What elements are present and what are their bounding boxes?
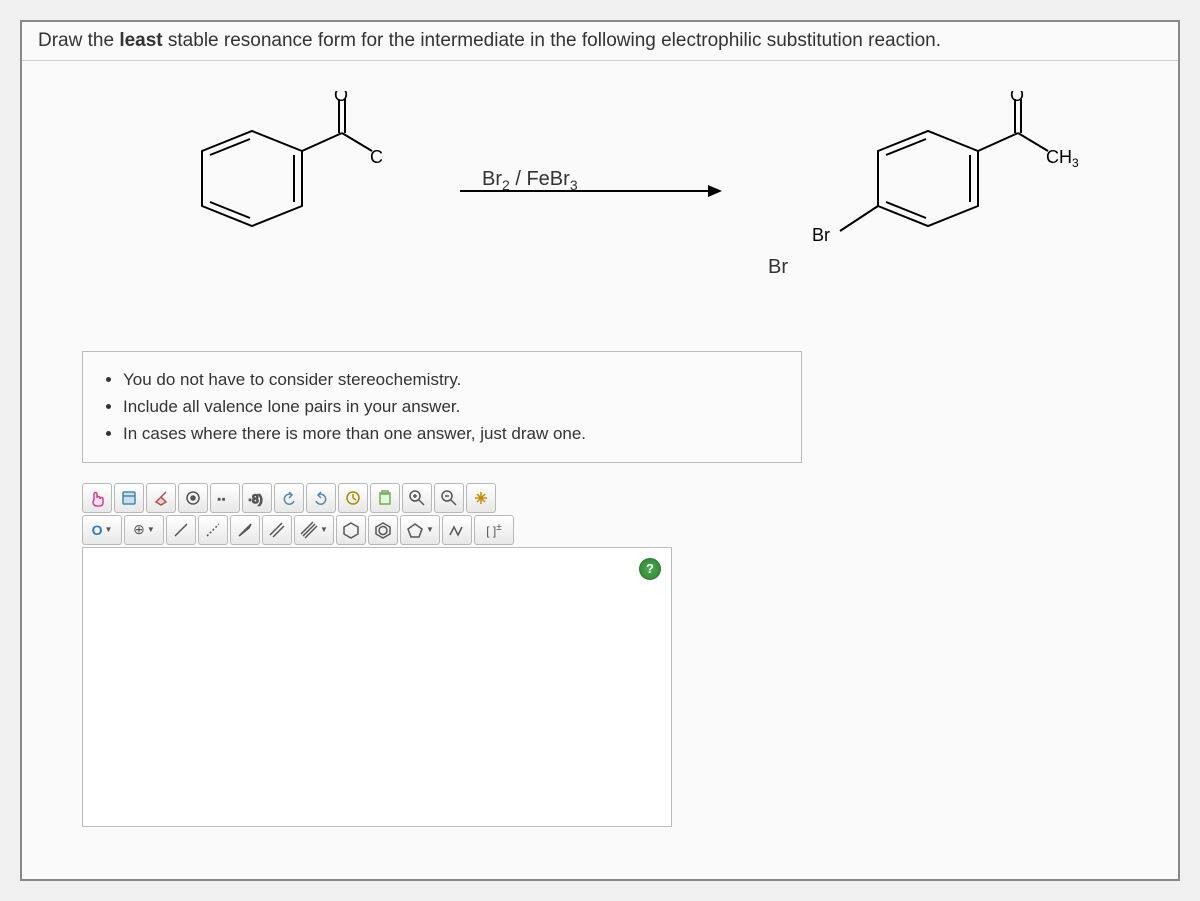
bracket-charge-icon[interactable]: [ ]± [474, 515, 514, 545]
svg-text:··: ·· [217, 491, 226, 506]
auto-icon[interactable] [466, 483, 496, 513]
radical-icon[interactable]: ·8) [242, 483, 272, 513]
charge-picker[interactable]: ⊕▼ [124, 515, 164, 545]
paste-icon[interactable] [370, 483, 400, 513]
ring-icon[interactable] [178, 483, 208, 513]
acetophenone-structure: O CH3 [142, 91, 382, 291]
prompt-pre: Draw the [38, 30, 119, 51]
toolbar-row-1: ·· ·8) [82, 483, 672, 513]
svg-text:·8): ·8) [248, 492, 263, 506]
prompt-bold: least [119, 30, 162, 51]
prompt-text: Draw the least stable resonance form for… [22, 22, 1178, 61]
svg-text:CH3: CH3 [1046, 147, 1079, 170]
bromoacetophenone-structure: O CH3 Br [798, 91, 1098, 291]
help-button[interactable]: ? [639, 558, 661, 580]
svg-text:CH3: CH3 [370, 147, 382, 170]
instruction-item: In cases where there is more than one an… [123, 420, 783, 447]
hand-icon[interactable] [82, 483, 112, 513]
reaction-arrow-block: Br2 / FeBr3 [422, 190, 758, 192]
starting-material: O CH3 [142, 91, 382, 291]
reaction-scheme: O CH3 Br2 / FeBr3 Br [22, 61, 1178, 331]
product-molecule: Br O CH3 [798, 91, 1098, 291]
dashed-bond-icon[interactable] [198, 515, 228, 545]
drawing-canvas[interactable]: ? [82, 547, 672, 827]
svg-text:O: O [334, 91, 348, 105]
benzene-icon[interactable] [368, 515, 398, 545]
instructions-list: You do not have to consider stereochemis… [101, 366, 783, 448]
single-bond-icon[interactable] [166, 515, 196, 545]
question-panel: Draw the least stable resonance form for… [20, 20, 1180, 881]
ring-picker[interactable]: ▼ [400, 515, 440, 545]
svg-text:Br: Br [812, 225, 830, 245]
cyclohexane-icon[interactable] [336, 515, 366, 545]
lonepair-icon[interactable]: ·· [210, 483, 240, 513]
double-bond-icon[interactable] [262, 515, 292, 545]
instruction-item: You do not have to consider stereochemis… [123, 366, 783, 393]
eraser-icon[interactable] [146, 483, 176, 513]
svg-text:O: O [1010, 91, 1024, 105]
zoom-in-icon[interactable] [402, 483, 432, 513]
triple-bond-icon[interactable]: ▼ [294, 515, 334, 545]
clock-icon[interactable] [338, 483, 368, 513]
library-icon[interactable] [114, 483, 144, 513]
redo-icon[interactable] [306, 483, 336, 513]
toolbar-row-2: O▼ ⊕▼ ▼ ▼ [ ]± [82, 515, 672, 545]
editor-toolbar: ·· ·8) O▼ ⊕▼ ▼ ▼ [ ]± [82, 483, 672, 545]
zoom-out-icon[interactable] [434, 483, 464, 513]
atom-picker[interactable]: O▼ [82, 515, 122, 545]
reaction-arrow [460, 190, 720, 192]
wedge-bond-icon[interactable] [230, 515, 260, 545]
prompt-post: stable resonance form for the intermedia… [163, 30, 941, 51]
undo-icon[interactable] [274, 483, 304, 513]
instruction-item: Include all valence lone pairs in your a… [123, 393, 783, 420]
instructions-box: You do not have to consider stereochemis… [82, 351, 802, 463]
chain-icon[interactable] [442, 515, 472, 545]
structure-editor: ·· ·8) O▼ ⊕▼ ▼ ▼ [ ]± ? [82, 483, 672, 827]
br-substituent-label: Br [768, 256, 788, 279]
